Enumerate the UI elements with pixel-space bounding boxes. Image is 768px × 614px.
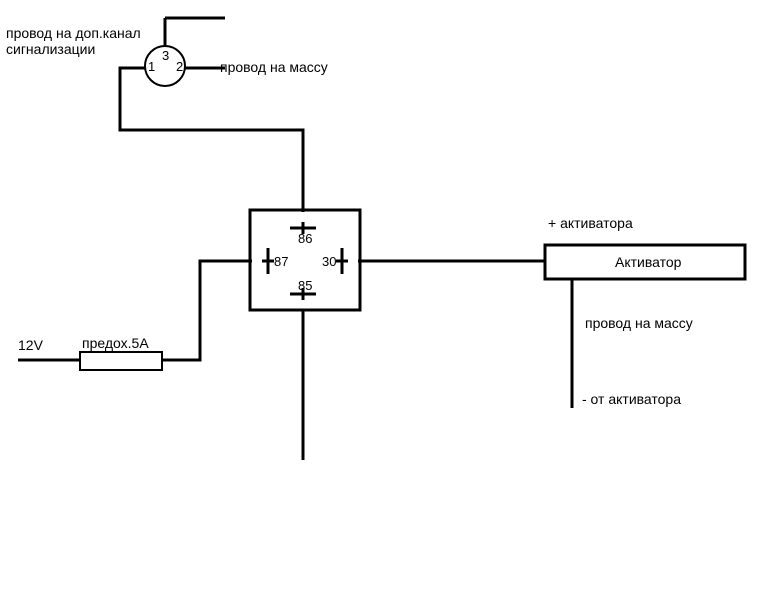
label-fuse: предох.5A — [82, 335, 149, 351]
button-pin-3: 3 — [162, 48, 169, 63]
button-pin-2: 2 — [176, 59, 183, 74]
label-aux-channel-2: сигнализации — [6, 41, 95, 57]
relay-pin-87: 87 — [274, 254, 288, 269]
circuit-diagram: 1 23 86 87 30 85 Активатор провод на доп.каналс… — [0, 0, 768, 614]
label-actuator-minus: - от активатора — [582, 391, 681, 407]
label-12v: 12V — [18, 337, 44, 353]
relay-pin-85: 85 — [298, 278, 312, 293]
label-actuator-plus: + активатора — [548, 215, 633, 231]
activator-label: Активатор — [615, 254, 682, 270]
label-ground-1: провод на массу — [220, 59, 328, 75]
label-ground-2: провод на массу — [585, 315, 693, 331]
fuse-box — [80, 352, 162, 370]
button-pin-1: 1 — [148, 59, 155, 74]
label-aux-channel-1: провод на доп.канал — [6, 25, 141, 41]
relay-pin-86: 86 — [298, 231, 312, 246]
relay-pin-30: 30 — [322, 254, 336, 269]
